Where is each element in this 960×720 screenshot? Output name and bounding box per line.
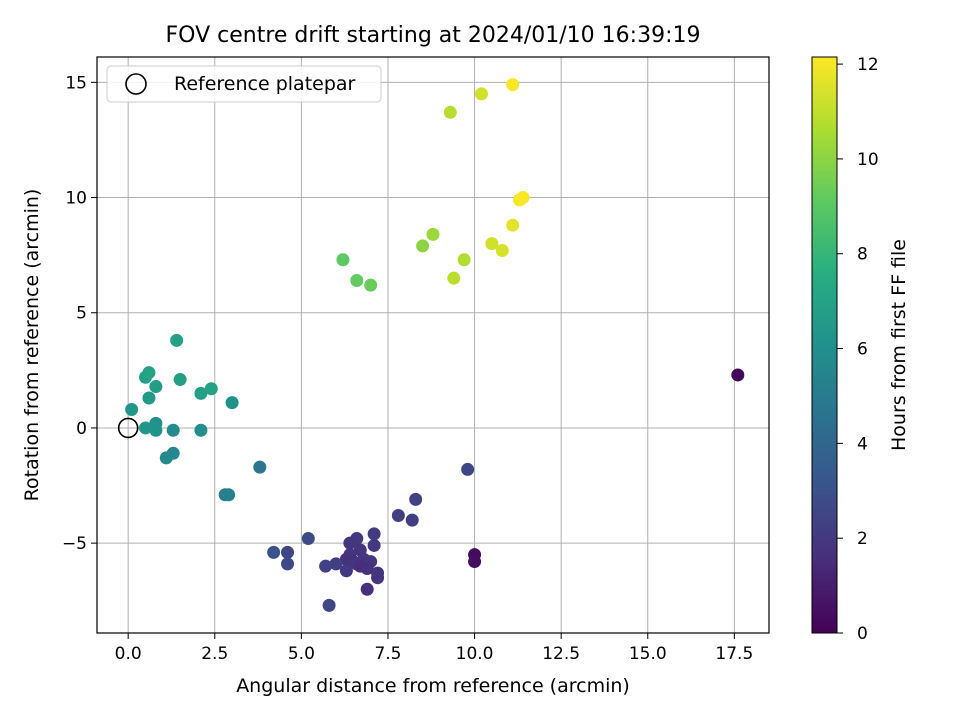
data-point <box>194 424 207 437</box>
colorbar-tick-label: 0 <box>857 624 868 644</box>
data-point <box>406 514 419 527</box>
chart-title: FOV centre drift starting at 2024/01/10 … <box>166 23 701 48</box>
data-point <box>142 391 155 404</box>
data-point <box>222 488 235 501</box>
colorbar-tick-label: 8 <box>857 245 868 265</box>
x-tick-label: 10.0 <box>456 644 494 664</box>
x-tick-label: 7.5 <box>374 644 401 664</box>
y-tick-label: 15 <box>65 73 87 93</box>
data-point <box>427 228 440 241</box>
colorbar: 0 2 4 6 8 10 12 Hours from first FF file <box>812 55 910 644</box>
data-point <box>468 555 481 568</box>
data-point <box>496 244 509 257</box>
data-point <box>371 571 384 584</box>
data-point <box>281 557 294 570</box>
colorbar-gradient <box>812 57 837 633</box>
colorbar-tick-label: 6 <box>857 340 868 360</box>
data-point <box>731 368 744 381</box>
data-point <box>506 219 519 232</box>
y-tick-label: 5 <box>76 304 87 324</box>
data-points <box>125 78 744 612</box>
data-point <box>319 560 332 573</box>
x-tick-label: 0.0 <box>115 644 142 664</box>
data-point <box>416 239 429 252</box>
y-axis-label: Rotation from reference (arcmin) <box>21 189 43 502</box>
data-point <box>226 396 239 409</box>
data-point <box>392 509 405 522</box>
data-point <box>302 532 315 545</box>
data-point <box>354 560 367 573</box>
data-point <box>461 463 474 476</box>
data-point <box>368 539 381 552</box>
legend-entry-reference-platepar: Reference platepar <box>174 73 356 95</box>
y-tick-label: 10 <box>65 189 87 209</box>
data-point <box>170 334 183 347</box>
data-point <box>350 274 363 287</box>
data-point <box>167 424 180 437</box>
data-point <box>475 87 488 100</box>
data-point <box>142 366 155 379</box>
x-tick-label: 2.5 <box>201 644 228 664</box>
data-point <box>253 461 266 474</box>
colorbar-tick-label: 4 <box>857 434 868 454</box>
data-point <box>139 421 152 434</box>
plot-frame <box>97 57 769 633</box>
data-point <box>336 253 349 266</box>
x-tick-label: 15.0 <box>629 644 667 664</box>
data-point <box>517 191 530 204</box>
data-point <box>149 380 162 393</box>
colorbar-tick-label: 2 <box>857 529 868 549</box>
data-point <box>458 253 471 266</box>
x-tick-label: 17.5 <box>715 644 753 664</box>
y-tick-label: 0 <box>76 419 87 439</box>
y-tick-label: −5 <box>62 534 87 554</box>
data-point <box>444 106 457 119</box>
x-tick-label: 5.0 <box>288 644 315 664</box>
data-point <box>174 373 187 386</box>
colorbar-tick-label: 10 <box>857 150 879 170</box>
x-tick-label: 12.5 <box>542 644 580 664</box>
data-point <box>361 583 374 596</box>
colorbar-tick-label: 12 <box>857 55 879 75</box>
data-point <box>205 382 218 395</box>
data-point <box>125 403 138 416</box>
data-point <box>368 527 381 540</box>
data-point <box>506 78 519 91</box>
colorbar-label: Hours from first FF file <box>888 239 910 451</box>
data-point <box>447 272 460 285</box>
legend: Reference platepar <box>107 66 381 102</box>
data-point <box>364 279 377 292</box>
data-point <box>281 546 294 559</box>
drift-scatter-chart: FOV centre drift starting at 2024/01/10 … <box>0 0 960 720</box>
data-point <box>323 599 336 612</box>
data-point <box>160 451 173 464</box>
grid-lines <box>97 57 769 633</box>
data-point <box>409 493 422 506</box>
colorbar-ticks: 0 2 4 6 8 10 12 <box>837 55 879 644</box>
x-axis-label: Angular distance from reference (arcmin) <box>236 675 630 697</box>
data-point <box>267 546 280 559</box>
axes: 0.0 2.5 5.0 7.5 10.0 12.5 15.0 17.5 −5 0 5 10 15 <box>62 57 769 664</box>
